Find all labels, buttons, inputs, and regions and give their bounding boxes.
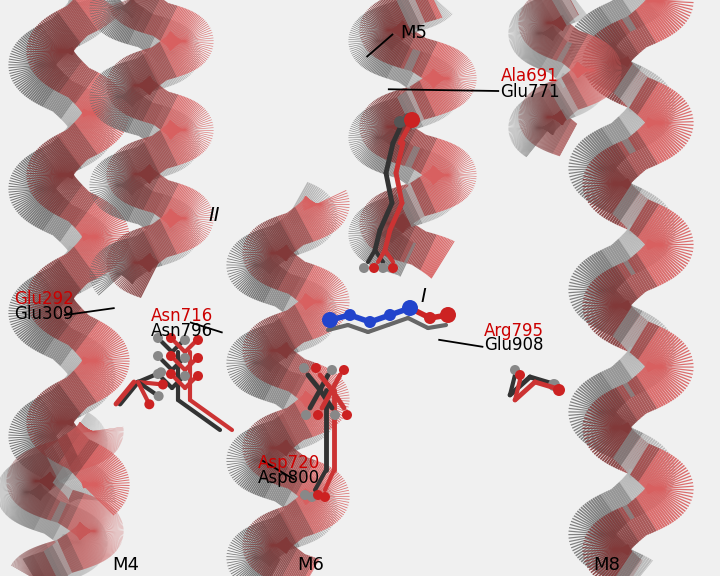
Text: Glu771: Glu771 (500, 83, 560, 101)
Circle shape (166, 369, 176, 379)
Text: Asn796: Asn796 (151, 322, 213, 340)
Text: Glu309: Glu309 (14, 305, 74, 323)
Circle shape (369, 263, 379, 273)
Circle shape (404, 112, 420, 128)
Text: Glu292: Glu292 (14, 290, 74, 308)
Circle shape (548, 379, 560, 391)
Circle shape (153, 391, 163, 401)
Text: Ala691: Ala691 (500, 67, 558, 85)
Circle shape (394, 116, 406, 128)
Circle shape (384, 309, 396, 321)
Text: M6: M6 (297, 556, 325, 574)
Circle shape (300, 490, 310, 500)
Circle shape (515, 370, 525, 380)
Circle shape (378, 263, 388, 273)
Text: M4: M4 (112, 556, 140, 574)
Circle shape (144, 399, 154, 410)
Circle shape (342, 410, 352, 420)
Text: I: I (420, 287, 426, 306)
Circle shape (553, 384, 565, 396)
Text: Glu908: Glu908 (484, 336, 544, 354)
Circle shape (388, 263, 398, 273)
Circle shape (424, 312, 436, 324)
Circle shape (402, 300, 418, 316)
Circle shape (403, 113, 413, 123)
Circle shape (193, 353, 203, 363)
Circle shape (301, 410, 311, 420)
Circle shape (311, 363, 321, 373)
Circle shape (153, 369, 163, 379)
Circle shape (327, 365, 337, 375)
Circle shape (364, 316, 376, 328)
Circle shape (180, 335, 190, 345)
Circle shape (153, 351, 163, 361)
Circle shape (153, 333, 163, 343)
Circle shape (180, 353, 190, 363)
Circle shape (299, 363, 309, 373)
Circle shape (193, 335, 203, 345)
Circle shape (510, 365, 520, 375)
Circle shape (156, 367, 166, 377)
Circle shape (440, 307, 456, 323)
Circle shape (180, 371, 190, 381)
Text: Asp720: Asp720 (258, 454, 320, 472)
Text: Asn716: Asn716 (151, 308, 213, 325)
Circle shape (313, 410, 323, 420)
Circle shape (339, 365, 349, 375)
Text: Arg795: Arg795 (484, 322, 544, 340)
Circle shape (322, 312, 338, 328)
Text: M8: M8 (593, 556, 621, 574)
Circle shape (158, 380, 168, 389)
Circle shape (359, 263, 369, 273)
Circle shape (166, 351, 176, 361)
Circle shape (344, 309, 356, 321)
Circle shape (193, 371, 203, 381)
Circle shape (166, 333, 176, 343)
Circle shape (330, 410, 340, 420)
Circle shape (307, 492, 317, 502)
Circle shape (320, 492, 330, 502)
Text: Asp800: Asp800 (258, 469, 320, 487)
Circle shape (313, 490, 323, 500)
Text: M5: M5 (400, 24, 428, 42)
Text: II: II (209, 206, 220, 225)
